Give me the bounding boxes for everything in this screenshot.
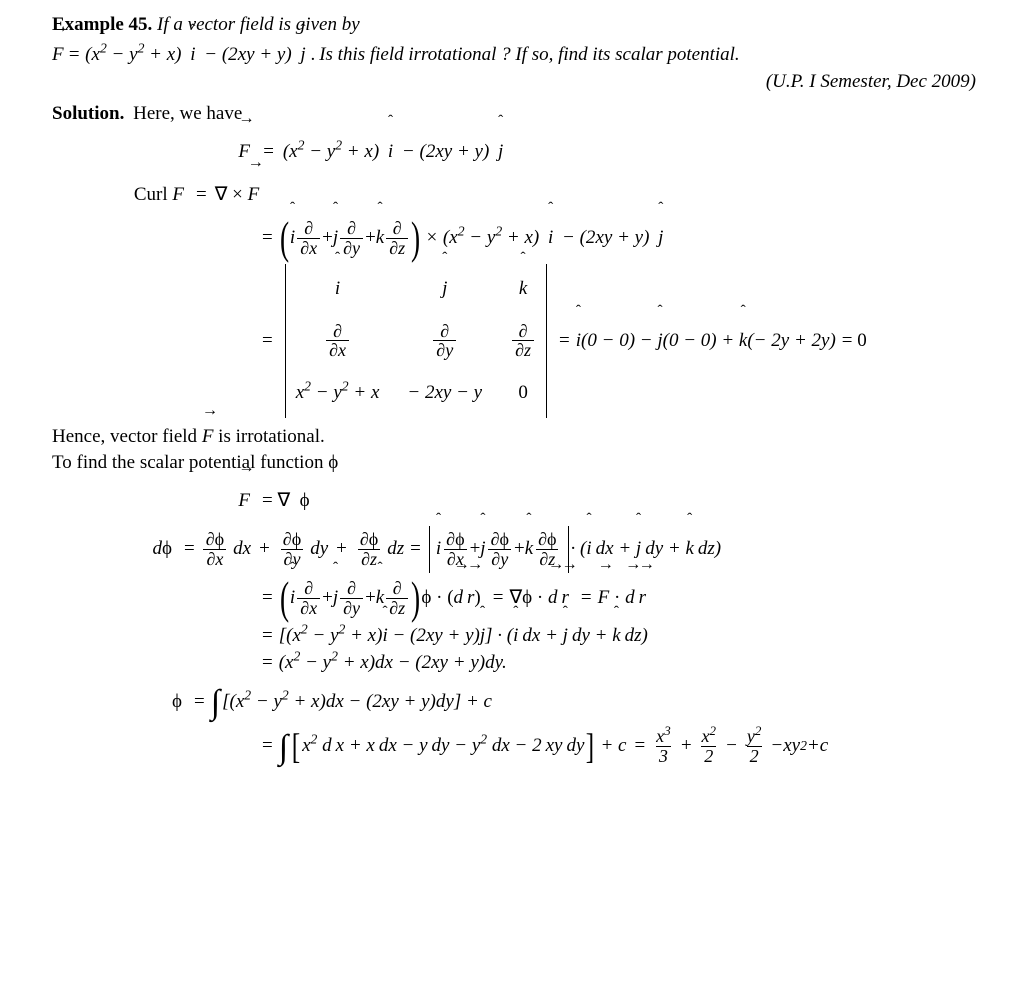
- example-prompt-1: If a vector field is given by: [157, 14, 360, 35]
- eq-F: F→ =(x2 − y2 + x) iˆ − (2xy + y) jˆ: [172, 133, 984, 171]
- F-dr: F→ · d→r→: [598, 579, 646, 617]
- det-dz: ∂∂z: [512, 322, 534, 361]
- nabla-op-again: ( iˆ ∂∂x + jˆ ∂∂y + kˆ ∂∂z ): [279, 579, 422, 618]
- eq-expand1: = [(x2 − y2 + x)iˆ − (2xy + y)jˆ] · (iˆd…: [172, 623, 984, 676]
- vf-expr: = (x2 − y2 + x) iˆ − (2xy + y) jˆ .: [64, 42, 316, 68]
- determinant-3x3: iˆ jˆ kˆ ∂∂x ∂∂y ∂∂z x2 − y2 + x − 2xy −…: [285, 264, 547, 419]
- curl-label: Curl F: [134, 177, 184, 213]
- eq-phi-final: = ∫ [ x2 dx + xdx − ydy − y2 dx − 2xydy …: [172, 727, 984, 766]
- solution-here: Here, we have: [133, 103, 242, 124]
- det-k: kˆ: [519, 270, 527, 308]
- det-i: iˆ: [335, 270, 340, 308]
- eq-phi-int: ϕ = ∫ [(x2 − y2 + x)dx − (2xy + y)dy] + …: [152, 683, 984, 721]
- F-rhs: =(x2 − y2 + x) iˆ − (2xy + y) jˆ: [262, 133, 503, 171]
- det-dx: ∂∂x: [326, 322, 349, 361]
- solution-label: Solution.: [52, 103, 124, 124]
- det-31: x2 − y2 + x: [296, 374, 380, 412]
- det-j: jˆ: [442, 270, 447, 308]
- final-result: x33 + x22 − y22 − xy2 + c: [651, 727, 828, 766]
- gradphi: = ∇ ϕ: [262, 482, 310, 520]
- det-dy: ∂∂y: [433, 322, 456, 361]
- integral-sign-1: ∫: [211, 693, 220, 714]
- integral-sign-2: ∫: [279, 738, 288, 759]
- expand2: (x2 − y2 + x)dx − (2xy + y)dy.: [279, 650, 507, 677]
- det-32: − 2xy − y: [407, 374, 482, 412]
- eq-nabla-dr: = ( iˆ ∂∂x + jˆ ∂∂y + kˆ ∂∂z ) ϕ · (d→r→…: [172, 579, 984, 618]
- curl-nabla: =∇ × F→: [196, 177, 259, 213]
- solution-intro: Solution. Here, we have: [52, 101, 984, 127]
- curl-cross-target: × (x2 − y2 + x) iˆ − (2xy + y) jˆ: [421, 219, 663, 257]
- tofind-line: To find the scalar potential function ϕ: [52, 450, 984, 476]
- citation: (U.P. I Semester, Dec 2009): [52, 69, 976, 95]
- dphi-lhs: d: [152, 530, 162, 568]
- nablaphi-dr: ∇ϕ · d→r→: [509, 579, 568, 617]
- nabla-operator-paren: ( iˆ ∂∂x + jˆ ∂∂y + kˆ ∂∂z ): [279, 219, 422, 258]
- phi-integrand-1: [(x2 − y2 + x)dx − (2xy + y)dy] + c: [222, 683, 492, 721]
- question-text: Is this field irrotational ? If so, find…: [319, 42, 739, 68]
- eq-curl-operator: = ( iˆ ∂∂x + jˆ ∂∂y + kˆ ∂∂z ) × (x2 − y…: [172, 219, 984, 258]
- hence-line: Hence, vector field F→ is irrotational.: [52, 424, 984, 450]
- vector-F: F→: [52, 42, 64, 68]
- curl-eval: iˆ(0 − 0) − jˆ(0 − 0) + kˆ(− 2y + 2y): [576, 322, 836, 360]
- vector-field-line: F→ = (x2 − y2 + x) iˆ − (2xy + y) jˆ . I…: [52, 42, 984, 68]
- det-33: 0: [518, 374, 528, 412]
- eq-F-gradphi: F→ = ∇ ϕ: [172, 482, 984, 520]
- final-integrand: x2 dx + xdx − ydy − y2 dx − 2xydy: [302, 727, 584, 765]
- eq-curl-det: = iˆ jˆ kˆ ∂∂x ∂∂y ∂∂z x2 − y2 + x − 2xy…: [172, 264, 984, 419]
- dphi-partials: ∂ϕ∂xdx + ∂ϕ∂ydy + ∂ϕ∂zdz: [201, 530, 404, 569]
- expand1: [(x2 − y2 + x)iˆ − (2xy + y)jˆ] · (iˆdx …: [279, 623, 648, 650]
